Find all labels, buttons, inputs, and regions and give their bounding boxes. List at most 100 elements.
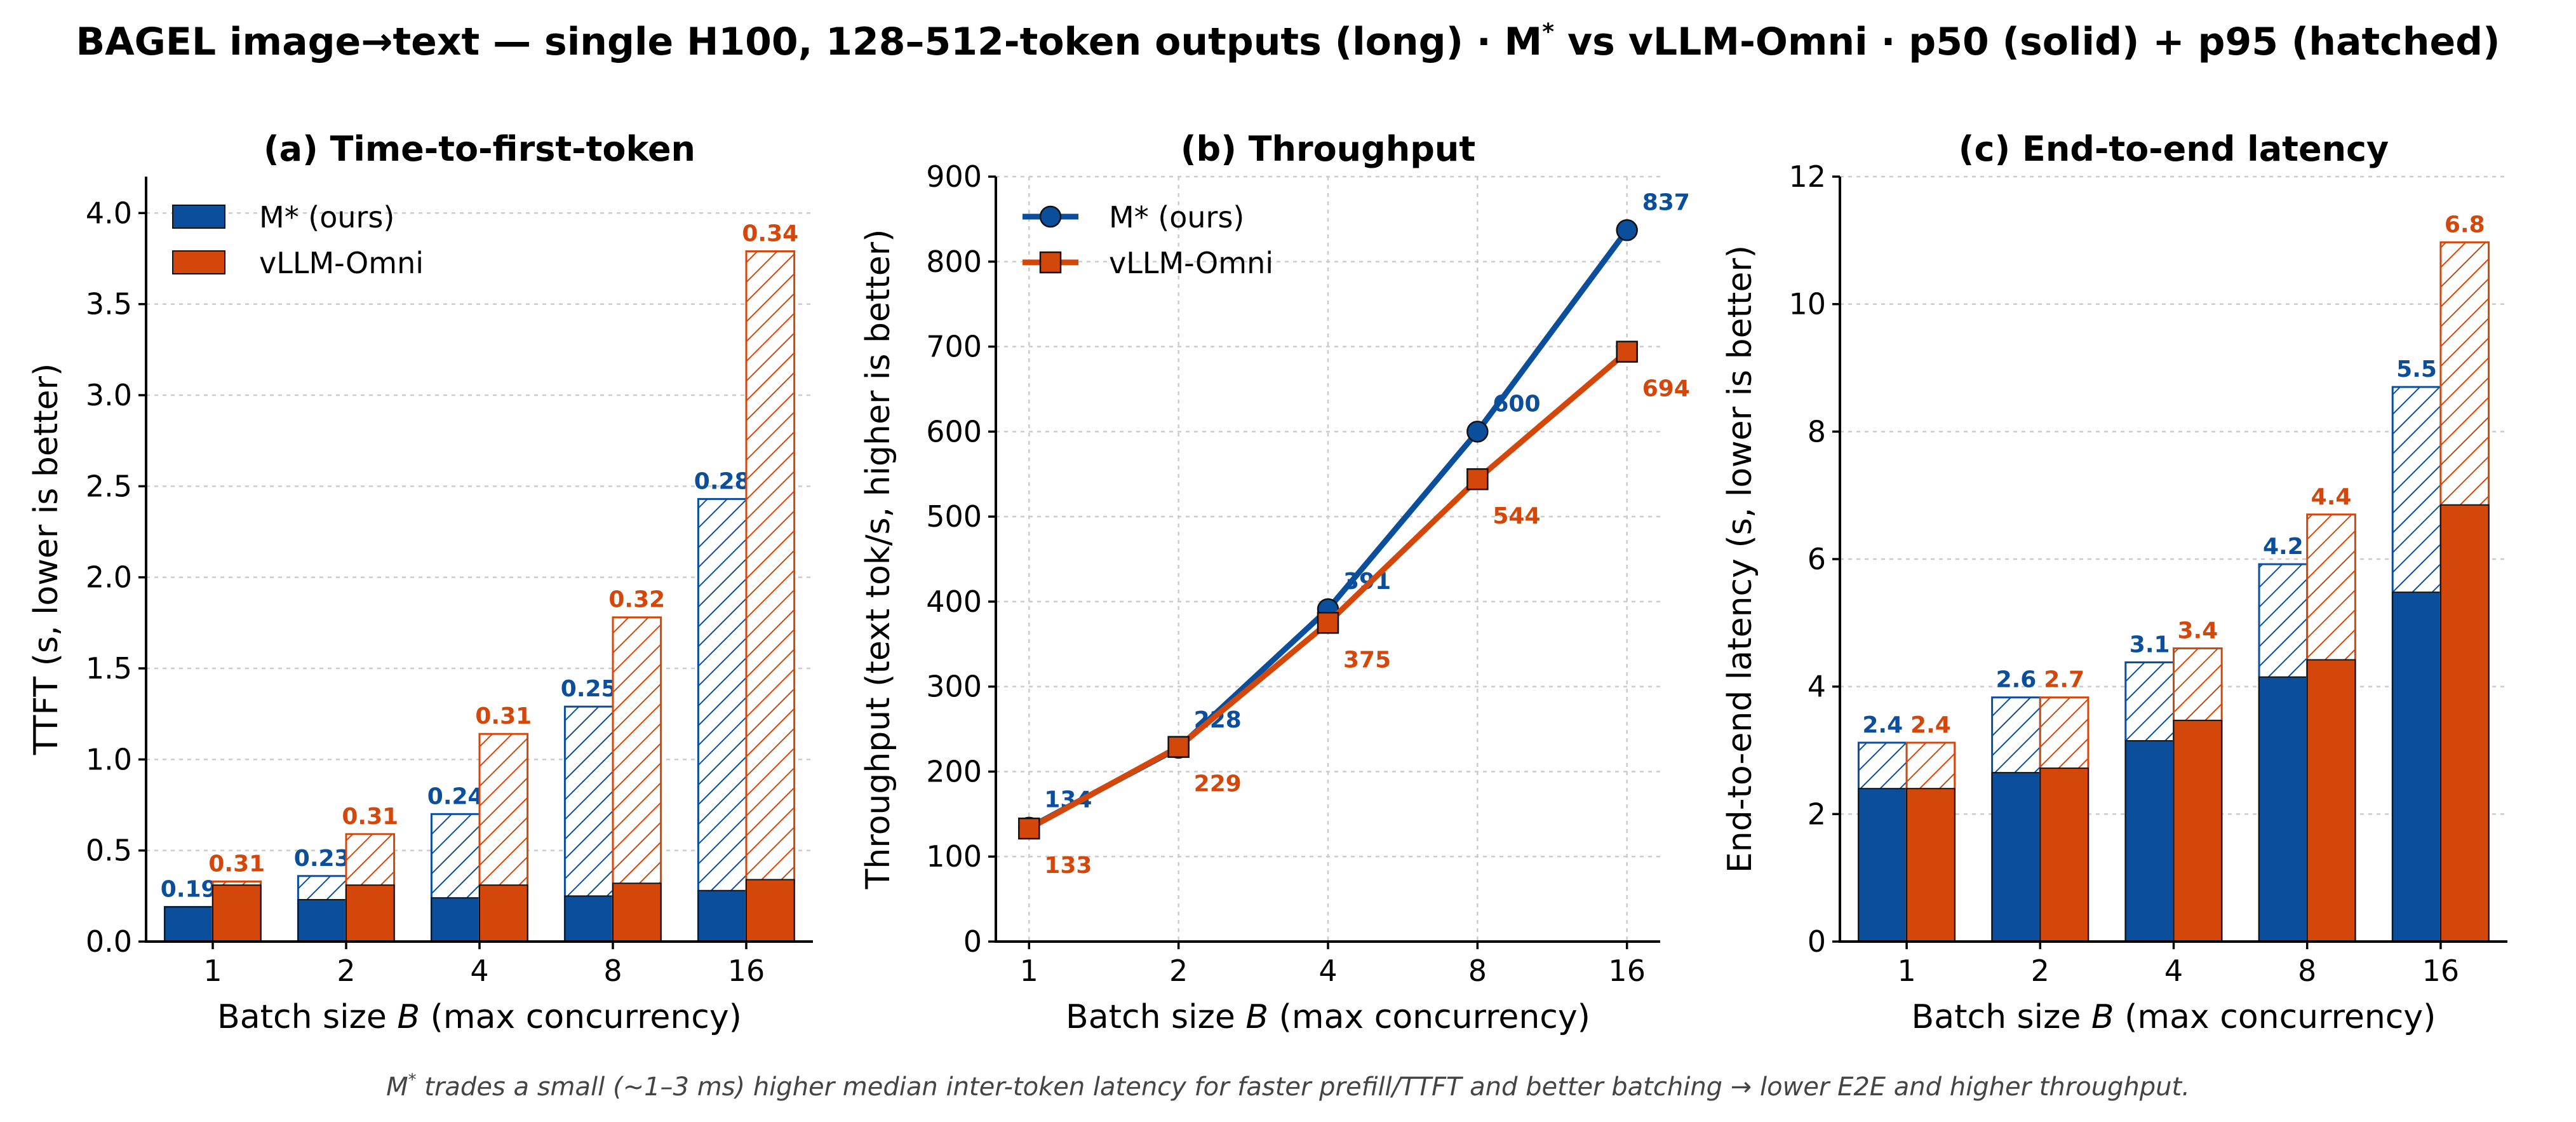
bar-p50-ours [2258, 676, 2308, 943]
data-label-ours: 600 [1493, 391, 1540, 417]
x-tick-label: 1 [1020, 954, 1038, 988]
y-tick-label: 600 [926, 414, 982, 449]
x-tick-label: 8 [1468, 954, 1487, 988]
x-tick-label: 4 [470, 954, 488, 988]
data-label-vllm: 0.31 [475, 703, 532, 729]
y-tick-label: 0 [1808, 924, 1826, 959]
y-tick-label: 1.0 [86, 742, 132, 776]
point-ours [1466, 421, 1489, 443]
legend-swatch-vllm [172, 250, 225, 274]
data-label-vllm: 0.34 [742, 221, 798, 247]
bar-p50-ours [564, 895, 614, 943]
y-tick-label: 0.0 [86, 924, 132, 959]
data-label-vllm: 133 [1044, 853, 1092, 879]
x-tick-label: 4 [2164, 954, 2183, 988]
data-label-ours: 0.19 [161, 877, 217, 903]
bar-p50-vllm [1906, 788, 1955, 942]
bar-p50-vllm [479, 884, 528, 942]
x-tick-label: 1 [203, 954, 222, 988]
y-tick-label: 6 [1808, 542, 1826, 576]
panel-title: (a) Time-to-first-token [264, 129, 695, 169]
data-label-vllm: 0.31 [208, 851, 265, 877]
y-tick-label: 0.5 [86, 834, 132, 868]
bar-p50-ours [1991, 772, 2041, 943]
y-tick-label: 1.5 [86, 651, 132, 686]
point-vllm [1317, 612, 1339, 634]
panel-title: (b) Throughput [1181, 129, 1475, 169]
y-tick-label: 2.5 [86, 469, 132, 503]
x-axis-label: Batch size B (max concurrency) [217, 998, 742, 1036]
data-label-vllm: 2.4 [1910, 712, 1951, 738]
figure-title: BAGEL image→text — single H100, 128–512-… [76, 19, 2500, 64]
panel-ttft: 0.0 0.5 1.0 1.5 2.0 2.5 3.0 3.5 4.0 1 2 4 8 16 0.19 0.2… [27, 129, 813, 1036]
y-tick-label: 700 [926, 330, 982, 364]
y-tick-label: 200 [926, 754, 982, 788]
data-label-vllm: 544 [1493, 503, 1540, 529]
bar-p50-vllm [2173, 719, 2223, 943]
data-label-ours: 837 [1642, 189, 1690, 215]
y-tick-label: 300 [926, 670, 982, 704]
legend-label-ours: M* (ours) [259, 200, 394, 234]
bar-p50-vllm [2039, 767, 2089, 943]
data-label-vllm: 4.4 [2311, 484, 2352, 510]
data-label-ours: 4.2 [2263, 534, 2304, 560]
y-tick-label: 500 [926, 499, 982, 534]
data-label-ours: 5.5 [2396, 356, 2437, 382]
y-tick-label: 800 [926, 245, 982, 279]
bar-p95-vllm [745, 250, 796, 943]
y-tick-label: 4.0 [86, 196, 132, 230]
x-axis-label: Batch size B (max concurrency) [1912, 998, 2436, 1036]
data-label-ours: 0.23 [294, 846, 351, 872]
y-axis-label: End-to-end latency (s, lower is better) [1721, 245, 1759, 873]
bar-p50-ours [2392, 591, 2441, 942]
bar-p50-vllm [2439, 504, 2490, 942]
point-vllm [1018, 817, 1040, 840]
y-tick-label: 10 [1788, 287, 1826, 321]
y-tick-label: 900 [926, 159, 982, 194]
bar-p50-ours [1858, 788, 1908, 942]
y-tick-label: 0 [963, 924, 982, 959]
data-label-vllm: 6.8 [2445, 212, 2485, 238]
bar-p50-ours [297, 899, 347, 942]
panel-title: (c) End-to-end latency [1959, 129, 2389, 169]
bar-p50-ours [697, 889, 748, 942]
x-tick-label: 8 [603, 954, 622, 988]
x-tick-label: 16 [2422, 954, 2460, 988]
data-label-vllm: 375 [1343, 647, 1391, 673]
x-axis-label: Batch size B (max concurrency) [1066, 998, 1590, 1036]
y-tick-label: 3.5 [86, 287, 132, 321]
legend-swatch-ours [172, 205, 225, 229]
x-tick-label: 16 [728, 954, 765, 988]
legend-label-vllm: vLLM-Omni [1109, 246, 1273, 280]
bar-p50-ours [431, 897, 481, 942]
y-tick-label: 2.0 [86, 560, 132, 595]
y-tick-label: 4 [1808, 670, 1826, 704]
x-tick-label: 8 [2298, 954, 2316, 988]
legend-marker-ours [1039, 205, 1062, 228]
y-tick-label: 8 [1808, 414, 1826, 449]
bar-p50-ours [2124, 740, 2175, 942]
y-tick-label: 2 [1808, 797, 1826, 831]
data-label-ours: 2.6 [1996, 667, 2037, 693]
x-tick-label: 2 [337, 954, 355, 988]
point-ours [1616, 219, 1638, 241]
data-label-vllm: 694 [1642, 376, 1690, 402]
data-label-ours: 0.25 [561, 676, 617, 702]
bar-p50-vllm [612, 882, 662, 943]
data-label-vllm: 229 [1194, 771, 1242, 797]
data-label-ours: 0.28 [694, 468, 751, 494]
data-label-vllm: 3.4 [2177, 618, 2218, 644]
bar-p50-vllm [746, 879, 795, 942]
y-tick-label: 400 [926, 585, 982, 619]
data-label-ours: 3.1 [2130, 632, 2170, 658]
point-vllm [1616, 341, 1638, 363]
legend-label-ours: M* (ours) [1109, 200, 1244, 234]
x-tick-label: 2 [2031, 954, 2049, 988]
y-tick-label: 100 [926, 839, 982, 874]
bar-p50-ours [164, 906, 213, 942]
x-tick-label: 4 [1318, 954, 1337, 988]
point-vllm [1167, 736, 1190, 758]
y-axis-label: TTFT (s, lower is better) [27, 363, 65, 756]
footnote: M* trades a small (~1–3 ms) higher media… [386, 1071, 2190, 1102]
